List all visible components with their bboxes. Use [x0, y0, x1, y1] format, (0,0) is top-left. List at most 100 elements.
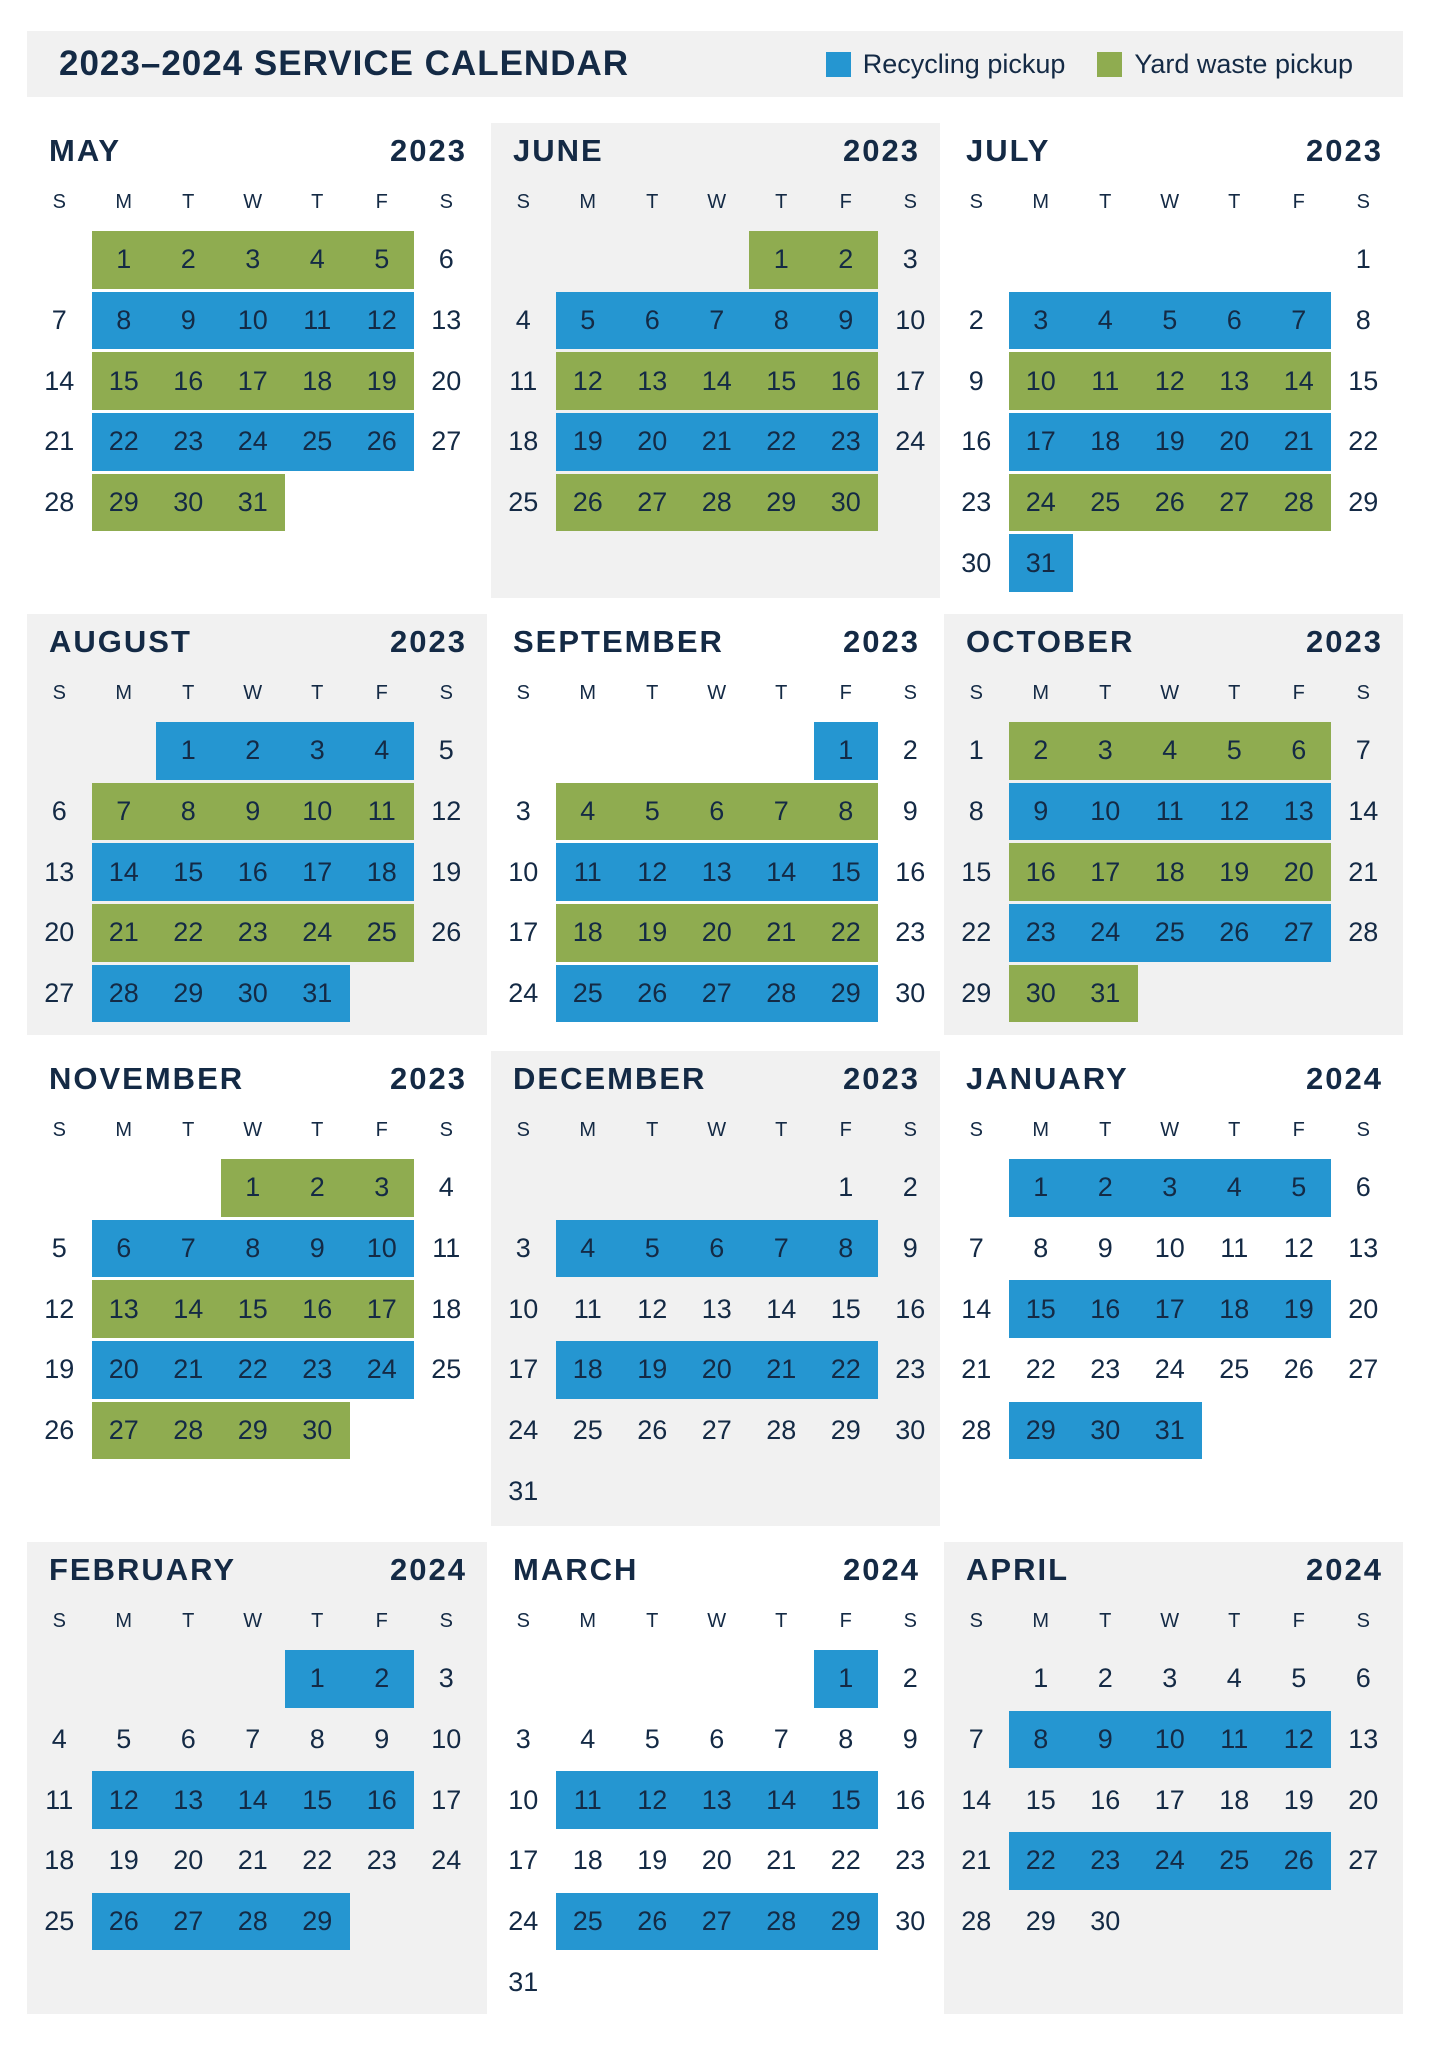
day-cell: 9: [902, 1232, 918, 1263]
day-cell-yard-waste: 28: [684, 473, 749, 532]
weekday-label: F: [1292, 191, 1305, 213]
day-cell: 4: [515, 304, 531, 335]
empty-cell: [1202, 231, 1267, 289]
day-cell: 8: [968, 795, 984, 826]
day-cell-recycling: 8: [813, 1219, 878, 1278]
day-cell-recycling: 25: [285, 413, 350, 471]
day-cell-yard-waste: 31: [220, 473, 285, 532]
weekday-label: F: [375, 191, 388, 213]
day-cell-yard-waste: 26: [1137, 473, 1202, 532]
day-cell: 11: [509, 365, 538, 396]
day-cell: 8: [309, 1723, 325, 1754]
day-cell-recycling: 12: [1202, 782, 1267, 841]
month-header: SEPTEMBER 2023: [513, 624, 920, 660]
empty-cell: [491, 231, 556, 289]
day-cell: 29: [1025, 1906, 1056, 1936]
day-cell: 23: [366, 1845, 397, 1876]
day-cell-recycling: 11: [555, 843, 620, 901]
day-cell-recycling: 4: [555, 1219, 620, 1278]
day-cell: 10: [508, 1784, 539, 1815]
empty-cell: [749, 722, 814, 780]
day-cell: 17: [508, 1354, 539, 1385]
weekday-label: T: [646, 1610, 659, 1632]
day-cell-recycling: 14: [749, 1771, 814, 1829]
month-name: JANUARY: [966, 1061, 1129, 1096]
weekday-label: T: [1228, 682, 1241, 704]
day-cell-recycling: 6: [684, 1219, 749, 1278]
day-cell-yard-waste: 21: [749, 904, 814, 962]
day-cell-recycling: 22: [1008, 1832, 1073, 1890]
day-cell: 24: [431, 1845, 462, 1876]
day-cell: 27: [1348, 1845, 1379, 1876]
day-cell-recycling: 24: [1073, 904, 1138, 962]
day-cell: 6: [709, 1723, 725, 1754]
day-cell: 17: [431, 1784, 462, 1815]
weekday-label: T: [775, 191, 788, 213]
weekday-label: S: [1356, 682, 1370, 704]
day-cell-recycling: 24: [349, 1341, 414, 1399]
weekday-label: M: [115, 682, 133, 704]
day-cell: 9: [1097, 1232, 1113, 1263]
days-grid: 1 2 3 4 5 6 7 8 9 10 11 12 13 14 15 16 17 18 19 20 21 22 23 24 2…: [491, 722, 943, 1023]
day-cell-recycling: 7: [749, 1219, 814, 1278]
days-grid: 1 2 3 4 5 6 7 8 9 10 11 12 13 14 15 16 17 18 19 20 21 22 23 24 2…: [944, 722, 1396, 1023]
day-cell: 23: [961, 487, 992, 517]
day-cell-recycling: 12: [620, 843, 685, 901]
month-year: 2023: [390, 133, 467, 168]
weekday-label: W: [1160, 1610, 1180, 1632]
weekday-label: S: [903, 191, 917, 213]
calendar-header: 2023–2024 SERVICE CALENDAR Recycling pic…: [27, 31, 1403, 97]
day-cell-recycling: 5: [620, 1219, 685, 1278]
month-june: JUNE 2023 S M T W T F S 1 2 3 4 5 6 7 8 9 10 11 12 13 14 15 16 17…: [491, 123, 940, 598]
empty-cell: [1009, 231, 1074, 289]
day-cell-recycling: 1: [813, 1650, 878, 1708]
day-cell: 16: [895, 1293, 926, 1324]
empty-cell: [1073, 231, 1138, 289]
day-cell: 22: [961, 917, 992, 948]
day-cell: 19: [1283, 1784, 1314, 1815]
day-cell: 17: [508, 917, 539, 948]
empty-cell: [944, 231, 1009, 289]
empty-cell: [27, 231, 92, 289]
day-cell-recycling: 28: [749, 1892, 814, 1951]
day-cell: 21: [1348, 856, 1379, 887]
day-cell: 7: [773, 1723, 789, 1754]
day-cell: 2: [902, 735, 918, 766]
day-cell-recycling: 20: [620, 413, 685, 471]
day-cell: 22: [302, 1845, 333, 1876]
weekday-label: S: [52, 682, 66, 704]
day-cell: 4: [1226, 1663, 1242, 1694]
weekday-label: S: [52, 1119, 66, 1141]
day-cell-recycling: 3: [285, 722, 350, 780]
day-cell-recycling: 29: [156, 964, 221, 1023]
day-cell: 16: [961, 426, 992, 457]
empty-cell: [556, 1650, 621, 1708]
day-cell: 7: [1355, 735, 1371, 766]
weekday-label: S: [1356, 1119, 1370, 1141]
empty-cell: [156, 1159, 221, 1217]
day-cell-recycling: 22: [91, 413, 156, 471]
day-cell-recycling: 29: [813, 964, 878, 1023]
weekday-label: S: [1356, 1610, 1370, 1632]
day-cell: 8: [1033, 1232, 1049, 1263]
day-cell: 9: [902, 795, 918, 826]
day-cell: 12: [637, 1293, 668, 1324]
day-cell: 14: [44, 365, 75, 396]
weekday-label: T: [1228, 191, 1241, 213]
day-cell: 21: [961, 1845, 992, 1876]
day-cell-recycling: 20: [1202, 413, 1267, 471]
weekday-label: F: [375, 1119, 388, 1141]
weekday-label: T: [311, 1119, 324, 1141]
day-cell-yard-waste: 27: [91, 1401, 156, 1460]
days-grid: 1 2 3 4 5 6 7 8 9 10 11 12 13 14 15 16 17 18 19 20 21 22 23 24 2…: [27, 1650, 479, 1951]
day-cell: 4: [438, 1172, 454, 1203]
day-cell: 25: [572, 1415, 603, 1445]
day-cell-recycling: 16: [1073, 1280, 1138, 1338]
day-cell: 28: [961, 1415, 992, 1445]
day-cell: 22: [1025, 1354, 1056, 1385]
weekday-label: T: [775, 1610, 788, 1632]
